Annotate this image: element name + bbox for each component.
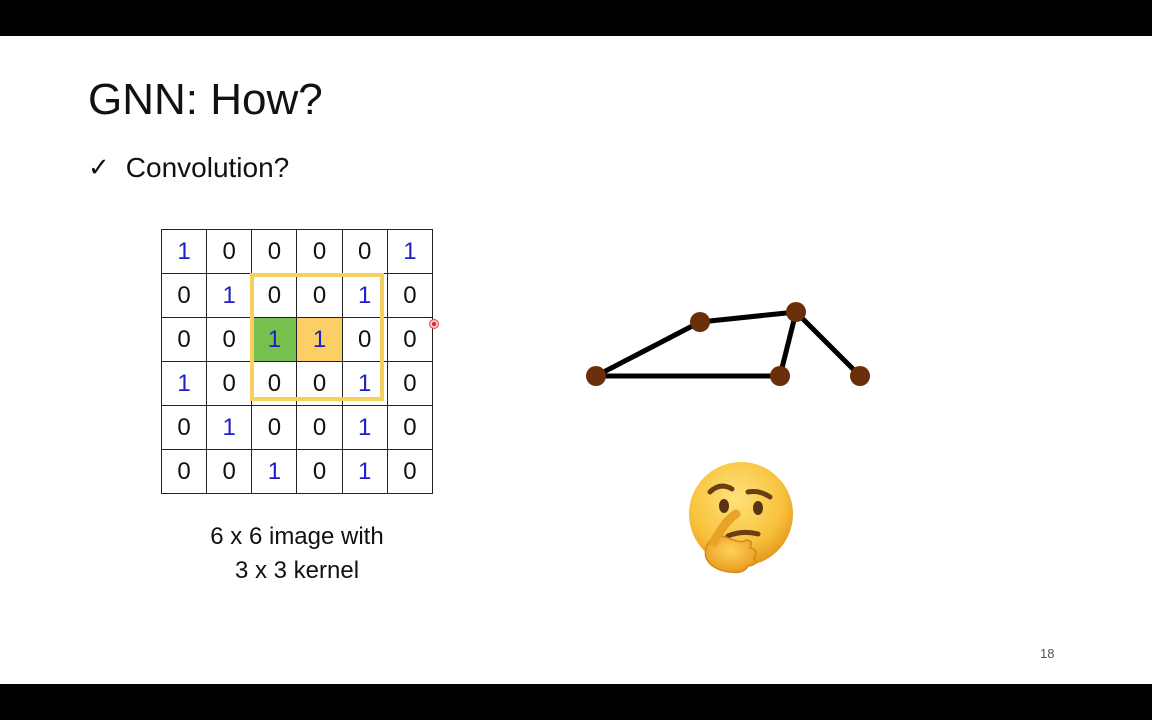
matrix-cell: 0 bbox=[386, 317, 434, 362]
matrix-cell: 0 bbox=[296, 361, 343, 406]
graph-edge bbox=[594, 319, 702, 379]
matrix-cell: 0 bbox=[386, 361, 434, 406]
matrix-cell: 1 bbox=[296, 317, 343, 362]
matrix-cell: 0 bbox=[160, 273, 208, 318]
matrix-cell: 0 bbox=[251, 229, 298, 274]
matrix-cell: 0 bbox=[206, 449, 253, 494]
matrix-cell: 0 bbox=[296, 273, 343, 318]
matrix-cell: 1 bbox=[160, 361, 208, 406]
matrix-cell: 0 bbox=[296, 449, 343, 494]
matrix-cell: 0 bbox=[386, 449, 434, 494]
matrix-cell: 0 bbox=[341, 229, 388, 274]
graph-node bbox=[690, 312, 710, 332]
matrix-cell: 1 bbox=[206, 273, 253, 318]
matrix-cell: 1 bbox=[206, 405, 253, 450]
graph-node bbox=[850, 366, 870, 386]
matrix-cell: 0 bbox=[296, 405, 343, 450]
matrix-caption: 6 x 6 image with 3 x 3 kernel bbox=[170, 520, 424, 588]
matrix-cell: 0 bbox=[206, 229, 253, 274]
matrix-cell: 0 bbox=[160, 405, 208, 450]
matrix-cell: 1 bbox=[160, 229, 208, 274]
graph-edge bbox=[777, 311, 799, 377]
matrix-cell: 0 bbox=[251, 361, 298, 406]
matrix-cell: 1 bbox=[341, 449, 388, 494]
graph-node bbox=[586, 366, 606, 386]
matrix-cell: 0 bbox=[251, 273, 298, 318]
bullet-text: Convolution? bbox=[125, 152, 290, 183]
check-mark-icon: ✓ bbox=[88, 153, 110, 183]
matrix-cell: 0 bbox=[206, 317, 253, 362]
matrix-cell: 1 bbox=[341, 405, 388, 450]
graph-node bbox=[786, 302, 806, 322]
matrix-cell: 1 bbox=[341, 361, 388, 406]
pointer-cursor-icon bbox=[429, 319, 439, 329]
matrix-cell: 0 bbox=[386, 273, 434, 318]
matrix-cell: 0 bbox=[341, 317, 388, 362]
matrix-cell: 0 bbox=[251, 405, 298, 450]
matrix-cell: 0 bbox=[160, 449, 208, 494]
bullet-item: ✓ Convolution? bbox=[88, 154, 289, 182]
matrix-cell: 0 bbox=[206, 361, 253, 406]
matrix-cell: 1 bbox=[251, 449, 298, 494]
graph-edge bbox=[699, 309, 797, 325]
matrix-cell: 0 bbox=[160, 317, 208, 362]
caption-line-2: 3 x 3 kernel bbox=[234, 557, 360, 584]
page-number: 18 bbox=[1040, 646, 1055, 661]
matrix-cell: 0 bbox=[386, 405, 434, 450]
slide-title: GNN: How? bbox=[88, 75, 323, 124]
matrix-cell: 0 bbox=[296, 229, 343, 274]
matrix-cell: 1 bbox=[386, 229, 434, 274]
graph-node bbox=[770, 366, 790, 386]
thinking-face-emoji bbox=[689, 462, 793, 574]
graph-edge bbox=[794, 310, 862, 378]
matrix-cell: 1 bbox=[251, 317, 298, 362]
matrix-cell: 1 bbox=[341, 273, 388, 318]
caption-line-1: 6 x 6 image with bbox=[210, 523, 384, 550]
